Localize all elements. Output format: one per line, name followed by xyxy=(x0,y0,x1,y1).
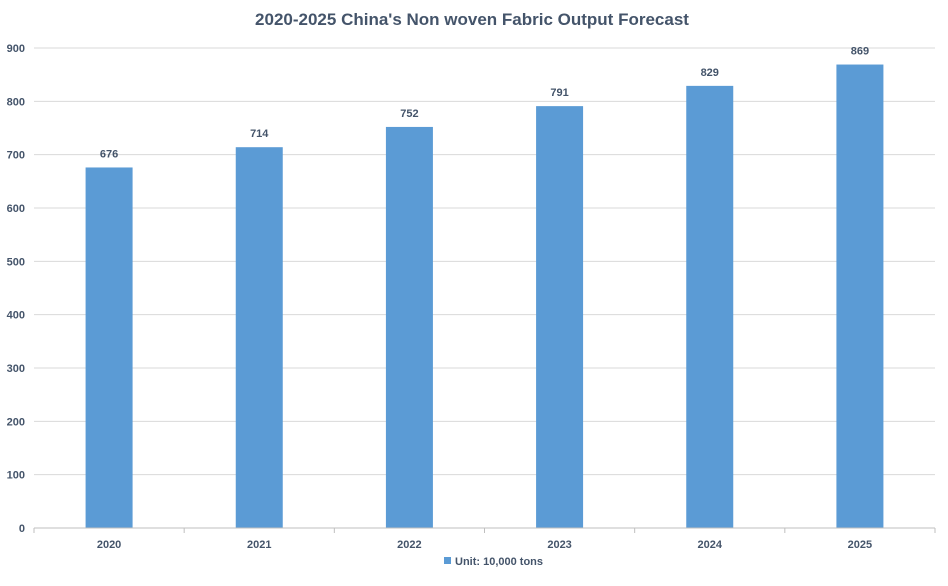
x-tick-label: 2025 xyxy=(848,539,872,551)
y-tick-label: 700 xyxy=(7,150,25,162)
bar-2022 xyxy=(385,126,433,528)
gridlines xyxy=(34,47,935,476)
x-tick-label: 2022 xyxy=(397,539,421,551)
x-tick-label: 2023 xyxy=(547,539,571,551)
bar-2024 xyxy=(686,85,734,528)
legend-label: Unit: 10,000 tons xyxy=(455,556,543,568)
x-tick-label: 2020 xyxy=(97,539,121,551)
x-tick-label: 2024 xyxy=(698,539,723,551)
y-tick-label: 0 xyxy=(19,523,25,535)
data-label-2025: 869 xyxy=(851,46,869,58)
y-tick-label: 500 xyxy=(7,256,25,268)
y-tick-label: 100 xyxy=(7,470,25,482)
y-tick-label: 600 xyxy=(7,203,25,215)
data-label-2023: 791 xyxy=(550,87,568,99)
chart-title: 2020-2025 China's Non woven Fabric Outpu… xyxy=(255,10,689,29)
y-tick-label: 400 xyxy=(7,310,25,322)
data-label-2020: 676 xyxy=(100,148,118,160)
y-tick-label: 900 xyxy=(7,43,25,55)
y-tick-label: 300 xyxy=(7,363,25,375)
y-tick-label: 200 xyxy=(7,416,25,428)
x-tick-label: 2021 xyxy=(247,539,271,551)
legend: Unit: 10,000 tons xyxy=(444,556,543,568)
x-axis: 2020 2021 2022 2023 2024 2025 xyxy=(33,527,936,551)
data-labels: 676 714 752 791 829 869 xyxy=(100,46,869,161)
legend-swatch xyxy=(444,557,451,564)
bar-series xyxy=(85,64,884,529)
y-axis-ticks: 0 100 200 300 400 500 600 700 800 900 xyxy=(7,43,25,535)
data-label-2024: 829 xyxy=(701,67,719,79)
bar-2020 xyxy=(85,167,133,528)
bar-2023 xyxy=(536,106,584,528)
bar-2025 xyxy=(836,64,884,529)
data-label-2021: 714 xyxy=(250,128,269,140)
bar-2021 xyxy=(235,147,283,528)
y-tick-label: 800 xyxy=(7,96,25,108)
data-label-2022: 752 xyxy=(400,108,418,120)
